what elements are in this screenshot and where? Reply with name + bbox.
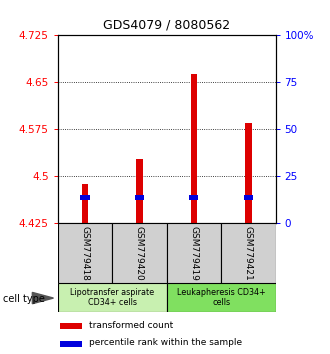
Text: GSM779418: GSM779418 [81,225,89,281]
Title: GDS4079 / 8080562: GDS4079 / 8080562 [103,18,230,32]
Text: GSM779419: GSM779419 [189,225,198,281]
Text: percentile rank within the sample: percentile rank within the sample [89,338,243,347]
Text: transformed count: transformed count [89,321,174,330]
Bar [60,323,82,329]
Bar [81,195,89,200]
Text: Leukapheresis CD34+
cells: Leukapheresis CD34+ cells [177,288,265,307]
Bar [58,223,112,283]
Text: Lipotransfer aspirate
CD34+ cells: Lipotransfer aspirate CD34+ cells [70,288,154,307]
Bar [58,283,167,312]
Bar [167,283,276,312]
Bar [191,74,197,223]
Bar [135,195,144,200]
Text: GSM779420: GSM779420 [135,226,144,280]
Bar [244,195,253,200]
Text: GSM779421: GSM779421 [244,226,253,280]
Bar [221,223,276,283]
Bar [245,123,251,223]
Polygon shape [32,292,53,304]
Bar [189,195,198,200]
Bar [167,223,221,283]
Text: cell type: cell type [3,294,45,304]
Bar [136,159,143,223]
Bar [82,184,88,223]
Bar [112,223,167,283]
Bar [60,341,82,347]
